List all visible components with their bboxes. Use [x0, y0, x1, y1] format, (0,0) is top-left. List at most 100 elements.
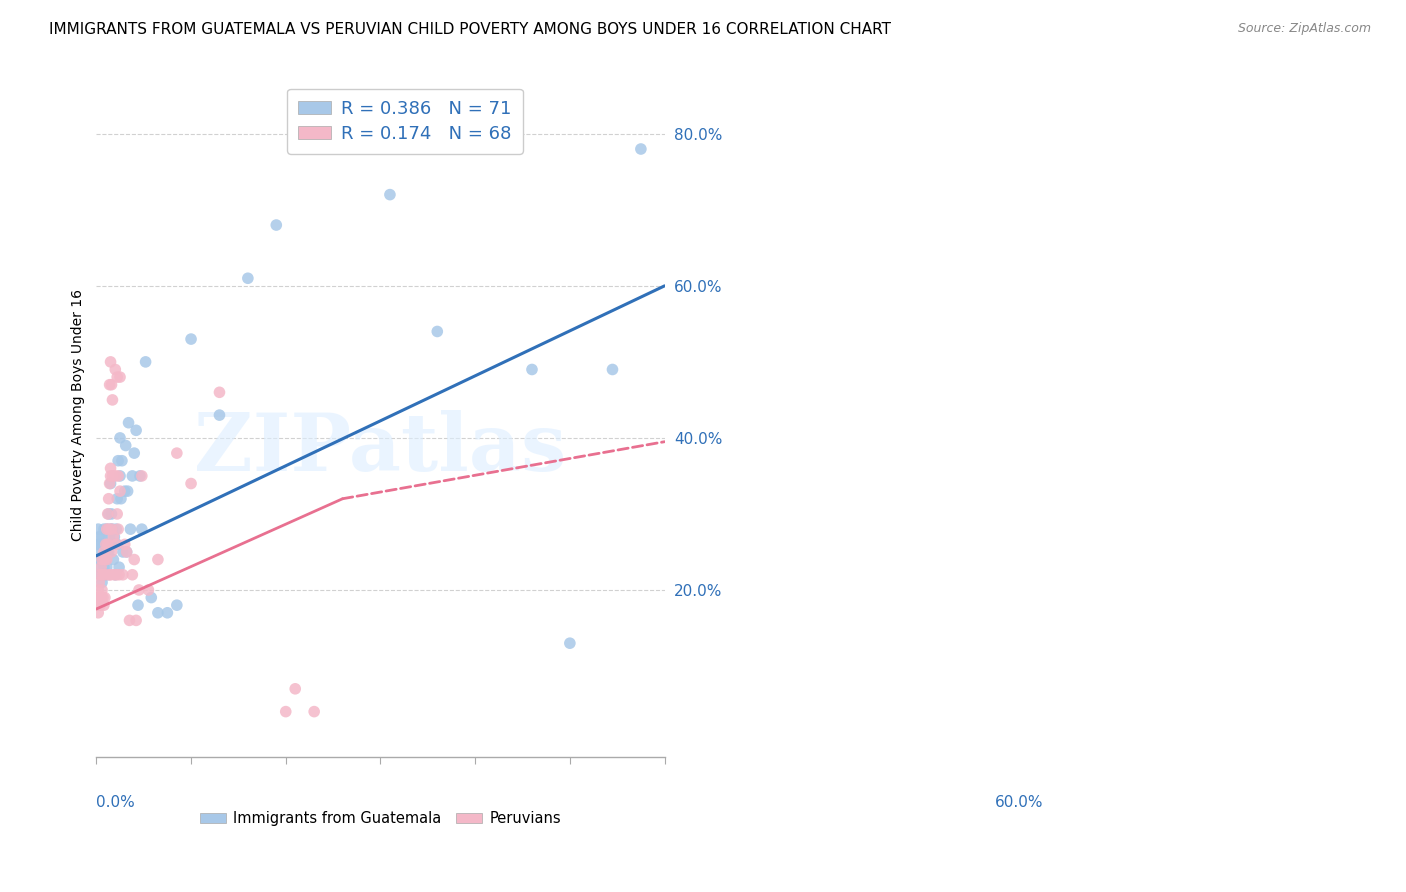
Point [602, 362, 624, 376]
Text: 60.0%: 60.0% [995, 795, 1043, 810]
Point [97, 491, 120, 506]
Point [87, 552, 110, 566]
Point [125, 613, 148, 627]
Text: IMMIGRANTS FROM GUATEMALA VS PERUVIAN CHILD POVERTY AMONG BOYS UNDER 16 CORRELAT: IMMIGRANTS FROM GUATEMALA VS PERUVIAN CH… [49, 22, 891, 37]
Point [107, 454, 129, 468]
Point [86, 591, 108, 605]
Point [91, 552, 114, 566]
Point [105, 537, 128, 551]
Point [105, 537, 128, 551]
Point [100, 537, 122, 551]
Point [105, 507, 128, 521]
Point [94, 537, 117, 551]
Point [91, 537, 114, 551]
Point [90, 537, 112, 551]
Point [122, 446, 145, 460]
Point [125, 423, 148, 437]
Point [93, 522, 115, 536]
Point [100, 567, 122, 582]
Point [87, 606, 110, 620]
Point [108, 567, 131, 582]
Point [107, 522, 129, 536]
Point [118, 613, 141, 627]
Point [236, 271, 259, 285]
Point [117, 484, 139, 499]
Point [94, 591, 117, 605]
Point [104, 567, 127, 582]
Point [111, 454, 134, 468]
Point [93, 545, 115, 559]
Point [100, 522, 122, 536]
Point [146, 552, 169, 566]
Point [208, 408, 231, 422]
Point [115, 545, 138, 559]
Text: ZIPatlas: ZIPatlas [194, 410, 567, 488]
Point [105, 370, 128, 384]
Point [86, 537, 108, 551]
Point [89, 575, 111, 590]
Point [91, 591, 114, 605]
Point [100, 461, 122, 475]
Point [111, 545, 134, 559]
Point [94, 537, 117, 551]
Point [127, 598, 149, 612]
Legend: Immigrants from Guatemala, Peruvians: Immigrants from Guatemala, Peruvians [194, 805, 567, 832]
Point [96, 552, 118, 566]
Point [103, 530, 125, 544]
Point [93, 598, 115, 612]
Point [91, 552, 114, 566]
Point [630, 142, 652, 156]
Point [100, 476, 122, 491]
Point [93, 560, 115, 574]
Point [520, 362, 543, 376]
Point [117, 416, 139, 430]
Point [97, 567, 120, 582]
Point [114, 438, 136, 452]
Point [122, 552, 145, 566]
Point [97, 507, 120, 521]
Point [97, 545, 120, 559]
Point [100, 355, 122, 369]
Point [100, 377, 122, 392]
Point [121, 567, 143, 582]
Point [97, 522, 120, 536]
Point [97, 545, 120, 559]
Point [94, 545, 117, 559]
Y-axis label: Child Poverty Among Boys Under 16: Child Poverty Among Boys Under 16 [72, 289, 86, 541]
Point [87, 522, 110, 536]
Point [131, 522, 153, 536]
Point [103, 552, 125, 566]
Point [284, 681, 307, 696]
Point [156, 606, 179, 620]
Point [90, 560, 112, 574]
Text: Source: ZipAtlas.com: Source: ZipAtlas.com [1237, 22, 1371, 36]
Point [180, 476, 202, 491]
Point [89, 598, 111, 612]
Point [90, 560, 112, 574]
Point [108, 431, 131, 445]
Point [104, 469, 127, 483]
Point [101, 522, 124, 536]
Point [105, 567, 128, 582]
Point [105, 491, 128, 506]
Point [166, 446, 188, 460]
Point [94, 552, 117, 566]
Point [91, 582, 114, 597]
Point [90, 591, 112, 605]
Point [135, 355, 157, 369]
Point [141, 591, 163, 605]
Point [89, 545, 111, 559]
Point [105, 522, 128, 536]
Point [98, 476, 121, 491]
Point [89, 552, 111, 566]
Point [120, 522, 142, 536]
Point [128, 582, 150, 597]
Point [89, 567, 111, 582]
Point [166, 598, 188, 612]
Point [100, 545, 122, 559]
Point [96, 560, 118, 574]
Point [129, 469, 152, 483]
Point [138, 582, 160, 597]
Point [98, 567, 121, 582]
Point [302, 705, 325, 719]
